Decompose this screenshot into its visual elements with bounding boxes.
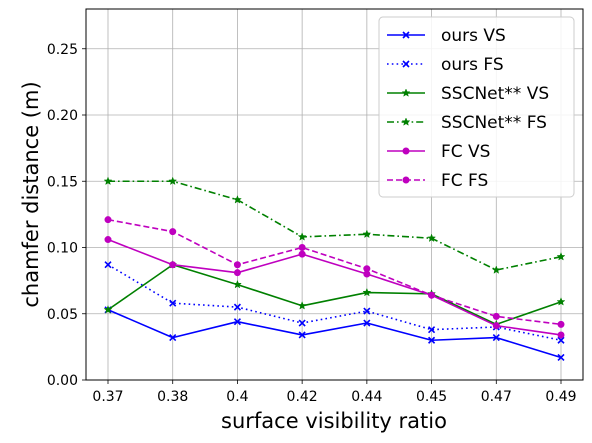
data-point — [169, 334, 177, 342]
series-line-ours-fs — [107, 264, 562, 342]
x-tick-label: 0.47 — [481, 389, 512, 405]
data-point — [491, 265, 501, 274]
series-line-sscnet-fs — [108, 180, 562, 271]
legend-entry: FC FS — [387, 171, 488, 191]
legend-label: FC VS — [441, 142, 490, 162]
x-axis-ticks: 0.37 0.38 0.4 0.42 0.44 0.45 0.47 0.49 — [92, 380, 577, 405]
legend-entry: SSCNet** VS — [387, 84, 549, 104]
data-point — [557, 336, 565, 344]
legend-entry: ours VS — [387, 26, 506, 46]
data-point — [427, 233, 437, 243]
data-point — [233, 318, 241, 326]
legend-label: ours FS — [441, 55, 504, 75]
series-line-sscnet-vs — [107, 263, 562, 326]
legend-label: SSCNet** FS — [441, 113, 547, 133]
legend-label: FC FS — [441, 171, 488, 191]
series-ours-vs — [104, 306, 565, 362]
data-point — [363, 265, 371, 273]
legend-label: SSCNet** VS — [441, 84, 549, 104]
series-fc-vs — [104, 236, 565, 339]
legend-marker — [402, 60, 410, 68]
data-point — [557, 353, 565, 362]
data-point — [557, 320, 565, 328]
x-tick-label: 0.37 — [92, 389, 123, 405]
legend-entry: ours FS — [387, 55, 504, 75]
data-point — [103, 176, 113, 186]
legend-entry: FC VS — [387, 142, 490, 162]
data-point — [298, 319, 306, 327]
data-point — [556, 252, 566, 261]
series-line-ours-vs — [107, 309, 562, 359]
series-line-fc-fs — [107, 218, 562, 326]
data-point — [492, 312, 500, 320]
legend-marker — [401, 117, 411, 126]
x-tick-label: 0.38 — [157, 389, 188, 405]
data-point — [297, 301, 307, 310]
data-point — [428, 291, 436, 299]
legend-marker — [402, 31, 410, 39]
data-point — [363, 307, 371, 315]
y-tick-label: 0.20 — [47, 108, 78, 124]
data-point — [169, 299, 177, 307]
data-point — [557, 331, 565, 339]
data-point — [168, 176, 178, 186]
data-point — [104, 236, 112, 244]
data-point — [298, 250, 306, 258]
data-point — [362, 287, 372, 297]
series-fc-fs — [104, 216, 565, 328]
data-point — [232, 195, 242, 204]
data-point — [104, 261, 112, 269]
series-line-fc-vs — [107, 238, 562, 336]
legend-marker — [401, 88, 411, 97]
data-point — [556, 297, 566, 306]
data-point — [233, 261, 241, 269]
data-point — [362, 229, 372, 239]
data-point — [297, 232, 307, 241]
data-point — [298, 244, 306, 251]
x-tick-label: 0.45 — [416, 389, 447, 405]
x-tick-label: 0.4 — [226, 389, 248, 405]
data-point — [233, 269, 241, 277]
data-point — [298, 331, 306, 339]
y-axis-label: chamfer distance (m) — [19, 81, 43, 307]
data-point — [492, 322, 500, 330]
series-lines — [103, 176, 566, 362]
data-point — [492, 334, 500, 342]
legend-marker — [402, 147, 410, 155]
y-tick-label: 0.05 — [47, 307, 78, 323]
series-sscnet-fs — [103, 176, 566, 274]
y-tick-label: 0.10 — [47, 241, 78, 257]
data-point — [428, 336, 436, 344]
data-point — [233, 303, 241, 311]
series-ours-fs — [104, 261, 565, 344]
y-tick-label: 0.15 — [47, 174, 78, 190]
x-tick-label: 0.44 — [351, 389, 382, 405]
data-point — [169, 261, 177, 269]
legend-marker — [402, 176, 410, 184]
data-point — [428, 326, 436, 334]
legend-box — [378, 16, 575, 198]
data-point — [104, 216, 112, 224]
x-tick-label: 0.42 — [287, 389, 318, 405]
data-point — [232, 279, 242, 289]
legend-label: ours VS — [441, 26, 506, 46]
x-tick-label: 0.49 — [545, 389, 576, 405]
legend-entry: SSCNet** FS — [387, 113, 547, 133]
y-tick-label: 0.25 — [47, 42, 78, 58]
x-axis-label: surface visibility ratio — [221, 409, 447, 433]
y-axis-ticks: 0.00 0.05 0.10 0.15 0.20 0.25 — [47, 42, 86, 389]
data-point — [169, 228, 177, 236]
y-tick-label: 0.00 — [47, 373, 78, 389]
data-point — [363, 319, 371, 327]
plot-frame — [85, 8, 584, 381]
legend: ours VS ours FS SSCNet** VS SSCNet** FS FC V… — [378, 16, 575, 198]
data-point — [103, 305, 113, 314]
